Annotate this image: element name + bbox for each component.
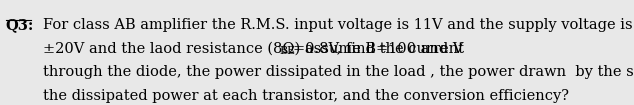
Text: Q3:: Q3: xyxy=(6,18,34,32)
Text: BE: BE xyxy=(280,45,295,56)
Text: through the diode, the power dissipated in the load , the power drawn  by the su: through the diode, the power dissipated … xyxy=(43,65,634,79)
Text: For class AB amplifier the R.M.S. input voltage is 11V and the supply voltage is: For class AB amplifier the R.M.S. input … xyxy=(43,18,633,32)
Text: the dissipated power at each transistor, and the conversion efficiency?: the dissipated power at each transistor,… xyxy=(43,89,569,103)
Text: =0.8V, find the current: =0.8V, find the current xyxy=(293,42,464,56)
Text: ±20V and the laod resistance (8Ω) assume B=100 and V: ±20V and the laod resistance (8Ω) assume… xyxy=(43,42,464,56)
